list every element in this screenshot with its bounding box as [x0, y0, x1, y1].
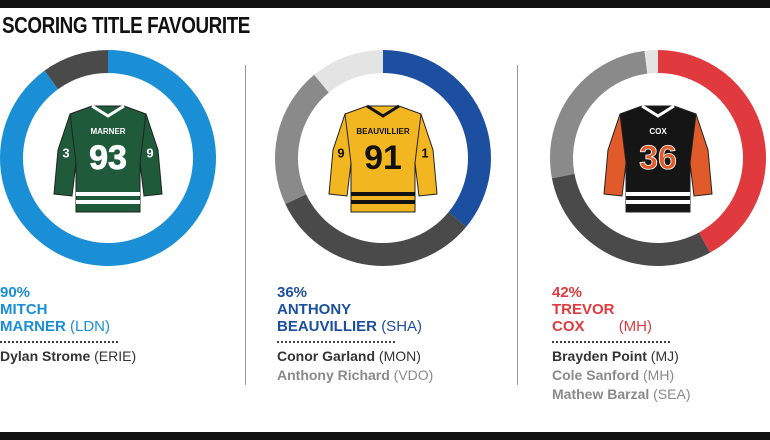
bottom-bar: [0, 432, 770, 440]
jersey: MARNER 93 3 9: [53, 104, 163, 213]
jersey-number: 91: [364, 139, 402, 177]
leader-team: (MH): [618, 318, 653, 335]
jersey-stripe: [76, 200, 140, 204]
jersey-body: [619, 105, 697, 213]
contender-team: (ERIE): [94, 348, 137, 364]
donut-segment: [658, 50, 767, 253]
jersey-sleeve-number: 3: [62, 145, 69, 160]
leader-percent: 36%: [277, 284, 308, 301]
donut-segment: [44, 50, 108, 90]
leader-percent: 42%: [552, 284, 583, 301]
jersey-body: [69, 105, 147, 213]
jersey-sleeve-number: 6: [612, 145, 619, 160]
contender-team: (SEA): [653, 386, 691, 402]
leader-team: (SHA): [381, 318, 423, 335]
leader-percent: 90%: [0, 284, 31, 301]
player-list: 36% ANTHONY BEAUVILLIER (SHA) Conor Garlan…: [277, 284, 507, 386]
separator: [517, 65, 518, 385]
donut-segment: [285, 194, 467, 267]
donut-segment: [275, 74, 329, 204]
jersey-sleeve-number: 3: [696, 145, 703, 160]
dotted-divider: [0, 341, 118, 343]
contender-name: Dylan Strome: [0, 348, 91, 364]
contender-name: Cole Sanford: [552, 367, 640, 383]
jersey-collar: [366, 104, 400, 118]
contender-name: Conor Garland: [277, 348, 376, 364]
jersey-stripe: [626, 200, 690, 204]
leader: TREVOR COX (MH): [552, 301, 770, 335]
jersey-stripe: [626, 192, 690, 196]
player-list: 42% TREVOR COX (MH) Brayden Point (MJ) Cole…: [552, 284, 770, 405]
top-bar: [0, 0, 770, 8]
jersey-stripe: [351, 192, 415, 196]
contender: Brayden Point (MJ): [552, 348, 770, 365]
jersey-collar: [91, 104, 125, 118]
jersey-name: BEAUVILLIER: [356, 127, 410, 136]
donut-segment: [644, 50, 658, 74]
leader-name: ANTHONY BEAUVILLIER: [277, 301, 378, 335]
contender-team: (MH): [643, 367, 675, 383]
jersey-stripe: [76, 192, 140, 196]
jersey-sleeve-number: 9: [337, 145, 344, 160]
dotted-divider: [277, 341, 395, 343]
contender-name: Brayden Point: [552, 348, 647, 364]
contender: Cole Sanford (MH): [552, 367, 770, 384]
leader: ANTHONY BEAUVILLIER (SHA): [277, 301, 507, 335]
donut-segment: [383, 50, 491, 227]
contender-name: Mathew Barzal: [552, 386, 650, 402]
dotted-divider: [552, 341, 670, 343]
contender: Conor Garland (MON): [277, 348, 507, 365]
jersey-sleeve-number: 9: [146, 145, 153, 160]
donut-segment: [314, 50, 383, 93]
jersey-stripe: [351, 200, 415, 204]
jersey-name: MARNER: [90, 127, 125, 136]
contender: Anthony Richard (VDO): [277, 367, 507, 384]
title: SCORING TITLE FAVOURITE: [2, 12, 250, 38]
jersey-name: COX: [649, 127, 667, 136]
jersey-number: 36: [639, 139, 677, 177]
jersey-collar: [641, 104, 675, 118]
jersey-number: 93: [89, 139, 127, 177]
contender: Dylan Strome (ERIE): [0, 348, 230, 365]
player-list: 90% MITCH MARNER (LDN) Dylan Strome (ERIE): [0, 284, 230, 367]
jersey-sleeve-number: 1: [421, 145, 428, 160]
jersey-body: [344, 105, 422, 213]
contender-team: (MJ): [650, 348, 679, 364]
leader-name: MITCH MARNER: [0, 301, 66, 335]
leader-team: (LDN): [70, 318, 110, 335]
jersey: COX 36 6 3: [603, 104, 713, 213]
leader-name: TREVOR COX: [552, 301, 615, 335]
contender-team: (VDO): [393, 367, 434, 383]
contender-team: (MON): [378, 348, 421, 364]
separator: [245, 65, 246, 385]
leader: MITCH MARNER (LDN): [0, 301, 230, 335]
contender: Mathew Barzal (SEA): [552, 386, 770, 403]
donut-segment: [550, 50, 648, 179]
donut-segment: [551, 173, 711, 267]
contender-name: Anthony Richard: [277, 367, 390, 383]
